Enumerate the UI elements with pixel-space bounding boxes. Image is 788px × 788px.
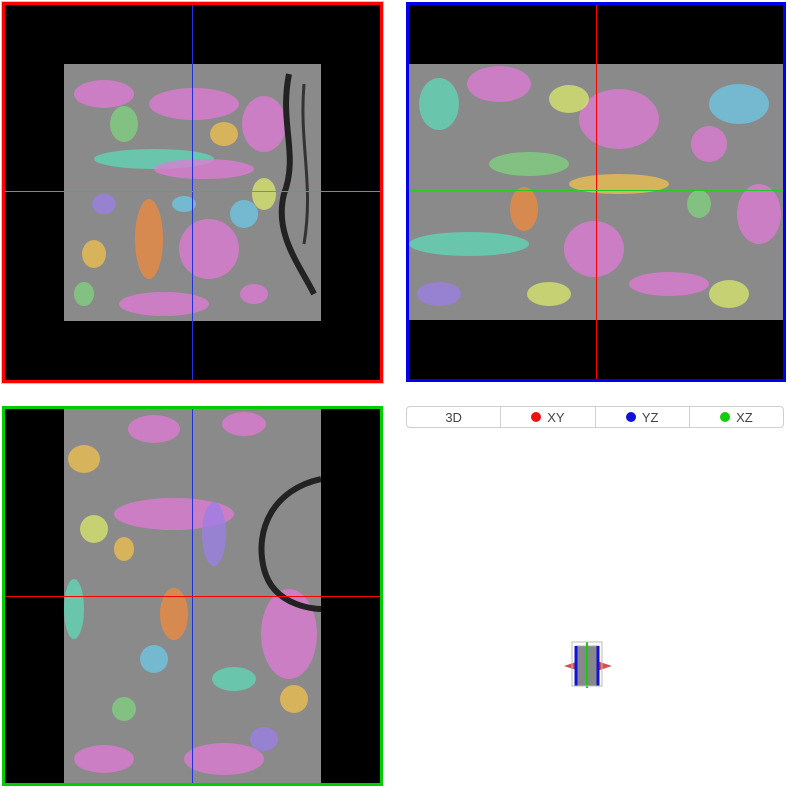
xy-viewport[interactable] [1, 1, 384, 384]
tab-3d[interactable]: 3D [407, 407, 502, 427]
xz-crosshair-horizontal [5, 596, 380, 597]
tab-xy[interactable]: XY [501, 407, 596, 427]
red-dot-icon [531, 412, 542, 422]
3d-cube-icon[interactable] [560, 636, 616, 692]
yz-crosshair-horizontal [409, 190, 783, 191]
green-dot-icon [720, 412, 731, 422]
tab-yz[interactable]: YZ [596, 407, 690, 427]
blue-dot-icon [625, 412, 636, 422]
tab-xy-label: XY [547, 409, 565, 425]
tab-xz[interactable]: XZ [690, 407, 783, 427]
tab-yz-label: YZ [641, 409, 659, 425]
view-selector: 3D XY YZ XZ [406, 406, 784, 428]
xz-viewport[interactable] [2, 406, 383, 786]
tab-xz-label: XZ [736, 409, 753, 425]
xy-crosshair-horizontal [5, 191, 380, 192]
xy-crosshair-vertical [192, 5, 193, 380]
yz-crosshair-vertical [596, 5, 597, 379]
tab-3d-label: 3D [445, 409, 462, 425]
yz-viewport[interactable] [406, 2, 786, 382]
